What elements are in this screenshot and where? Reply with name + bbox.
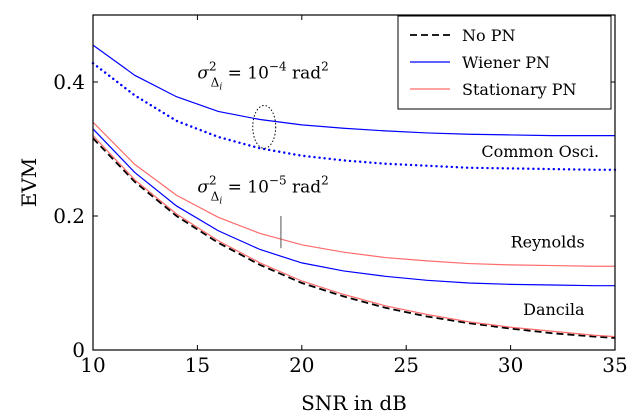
y-tick-label: 0.4 [53, 70, 85, 94]
annotation-reynolds: Reynolds [511, 232, 585, 251]
x-tick-label: 30 [498, 353, 523, 377]
plot-area: 10 15 20 25 30 35 0 0.2 0.4 σ2 Δi = 10−4 rad2 σ2 Δi … [53, 14, 628, 377]
annotation-sigma_top: σ2 Δi = 10−4 rad2 [197, 60, 328, 93]
y-tick-label: 0 [72, 338, 85, 362]
series-line-common_osci [91, 62, 617, 171]
legend-label: Stationary PN [462, 80, 577, 99]
series-line-stationary_1e4_low [92, 135, 616, 338]
legend-label: Wiener PN [462, 53, 550, 72]
x-axis-label: SNR in dB [301, 391, 407, 415]
x-tick-label: 25 [393, 353, 418, 377]
x-tick-label: 10 [80, 353, 105, 377]
plot-frame [92, 14, 616, 351]
x-tick-label: 15 [185, 353, 210, 377]
y-axis-label: EVM [17, 158, 41, 208]
annotation-common_osci: Common Osci. [481, 142, 599, 161]
legend: No PN Wiener PN Stationary PN [397, 15, 612, 110]
y-tick-label: 0.2 [53, 204, 85, 228]
annotation-dancila: Dancila [523, 300, 585, 319]
series-line-wiener_1e5 [92, 128, 615, 287]
ellipse-marker [252, 104, 277, 149]
series-line-wiener_1e4 [92, 44, 615, 137]
series-line-stationary_1e5 [92, 121, 615, 267]
x-tick-label: 35 [602, 353, 627, 377]
legend-label: No PN [462, 26, 515, 45]
x-tick-label: 20 [289, 353, 314, 377]
series-line-no_pn [92, 137, 616, 339]
annotation-sigma_bottom: σ2 Δi = 10−5 rad2 [197, 174, 328, 207]
